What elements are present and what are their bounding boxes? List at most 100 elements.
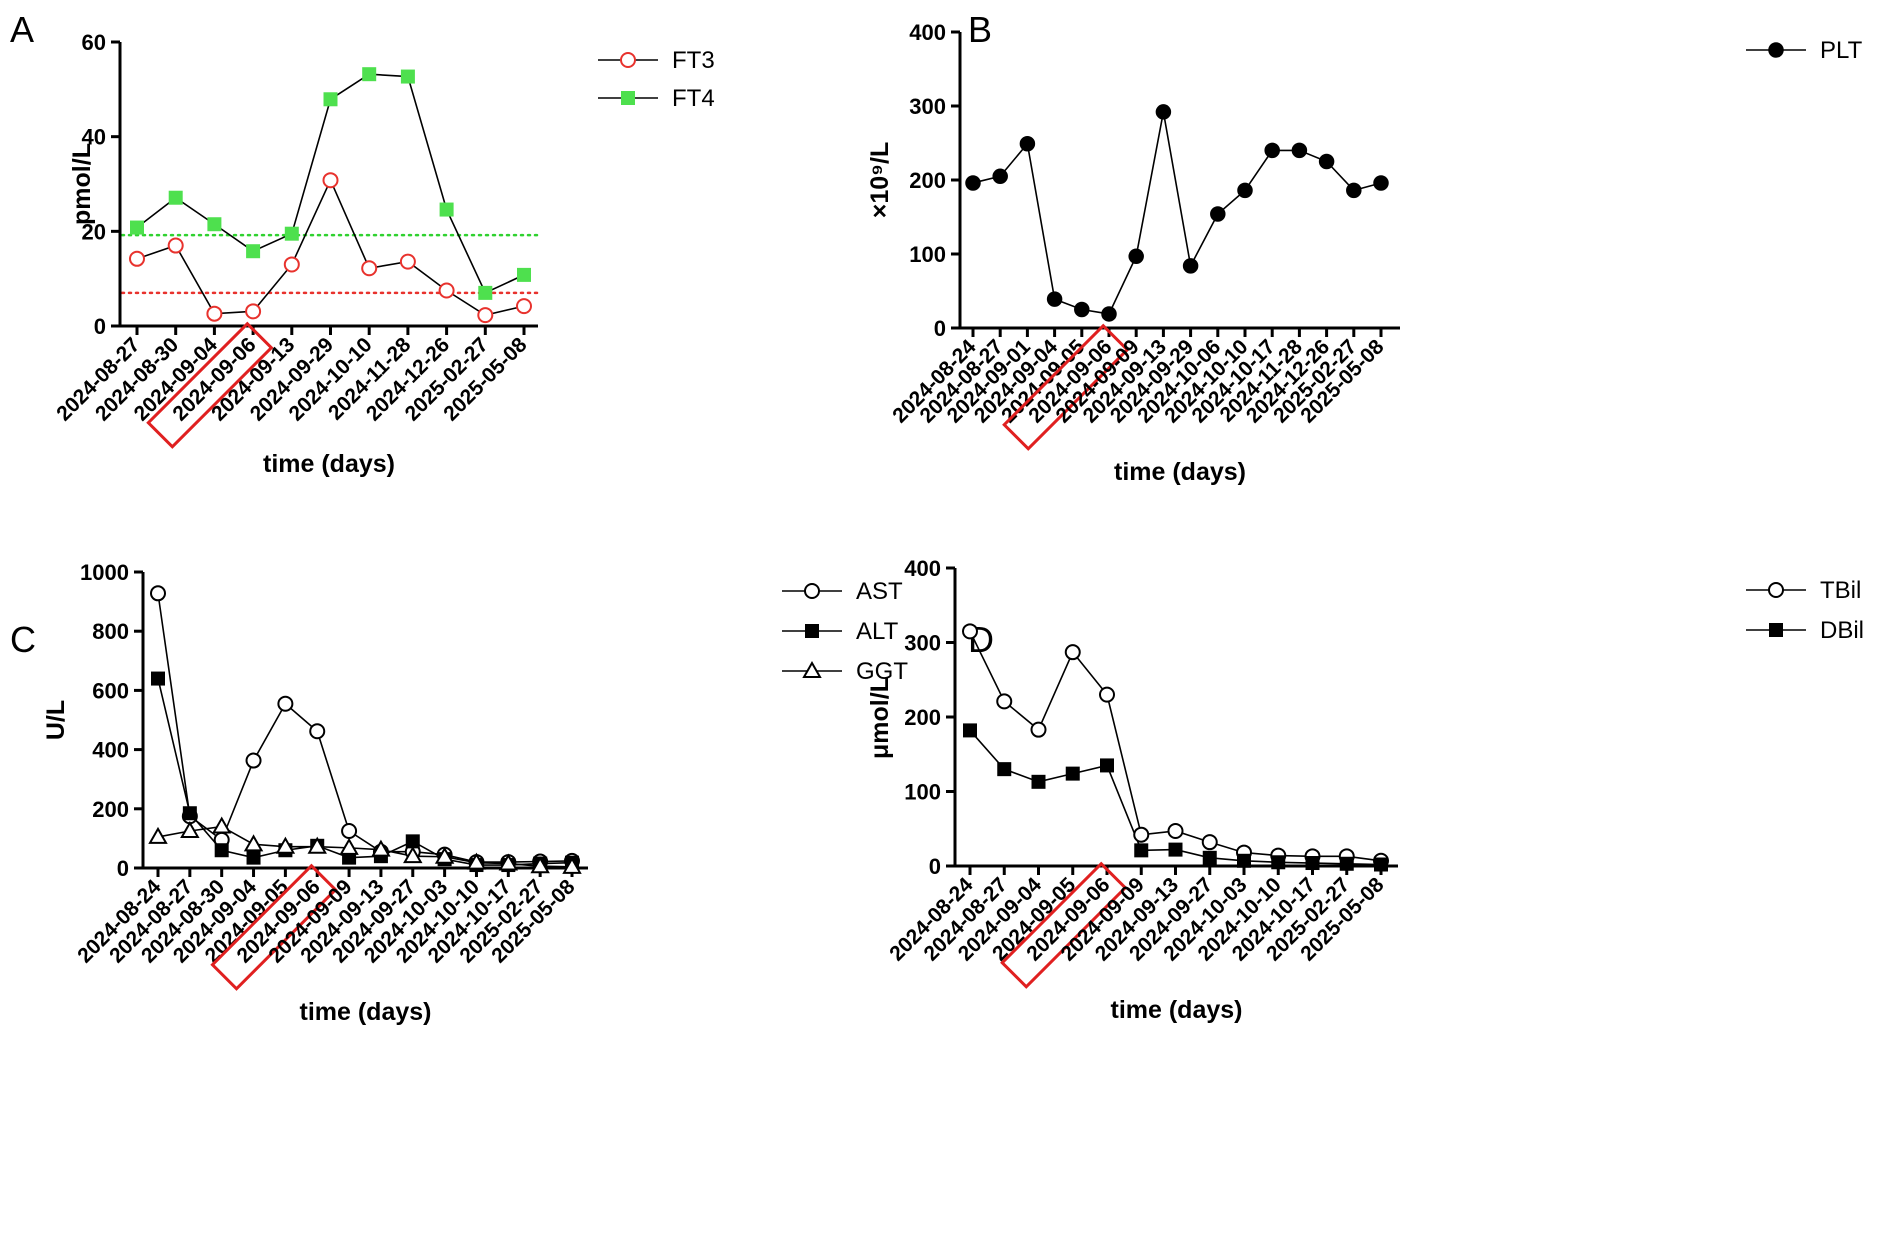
data-point-ast <box>309 723 326 740</box>
legend-label-ft4: FT4 <box>672 85 715 112</box>
data-point-plt <box>965 175 981 191</box>
panel-d-chart: 01002003004002024-08-242024-08-272024-09… <box>866 556 1864 1024</box>
data-point-ggt <box>307 836 327 854</box>
legend-marker <box>1769 623 1783 637</box>
data-point-plt <box>1346 182 1362 199</box>
data-point-ft4 <box>517 267 531 282</box>
data-point-plt <box>1237 182 1253 199</box>
x-axis-label: time (days) <box>1111 996 1243 1024</box>
data-point-dbil <box>1031 774 1046 789</box>
highlight-box <box>1000 861 1128 989</box>
data-point-ft3 <box>129 250 145 267</box>
y-tick-label: 200 <box>92 797 129 822</box>
data-point-ft3 <box>283 256 300 273</box>
data-point-ft3 <box>245 303 262 320</box>
data-point-ast <box>245 752 262 769</box>
data-point-ft3 <box>516 298 532 315</box>
y-tick-label: 800 <box>92 619 129 644</box>
data-point-plt <box>1291 142 1308 159</box>
legend-marker <box>802 660 822 678</box>
data-point-ggt <box>403 846 423 864</box>
data-point-ft4 <box>362 67 377 82</box>
data-point-ast <box>341 823 358 839</box>
highlight-box <box>146 321 274 449</box>
data-point-dbil <box>1065 766 1080 781</box>
data-point-ft4 <box>323 92 338 107</box>
data-point-ggt <box>371 839 391 857</box>
y-tick-label: 0 <box>934 316 946 341</box>
y-axis-label: ×10⁹/L <box>866 142 894 219</box>
y-tick-label: 200 <box>904 705 941 730</box>
data-point-ggt <box>498 853 519 871</box>
y-tick-label: 60 <box>82 30 106 55</box>
data-point-ggt <box>275 836 296 854</box>
legend-marker <box>620 52 636 68</box>
data-point-ggt <box>434 846 455 864</box>
data-point-tbil <box>1064 644 1081 661</box>
data-point-tbil <box>996 693 1013 710</box>
data-point-dbil <box>997 762 1012 777</box>
y-tick-label: 300 <box>909 94 946 119</box>
legend-label-ast: AST <box>856 578 903 605</box>
y-tick-label: 0 <box>929 854 941 879</box>
data-point-ft4 <box>478 285 493 300</box>
data-point-ggt <box>211 816 232 834</box>
data-point-plt <box>1210 206 1226 222</box>
data-point-ft4 <box>284 226 299 241</box>
data-point-tbil <box>1167 822 1184 839</box>
data-point-tbil <box>962 623 978 640</box>
data-point-dbil <box>1202 850 1217 865</box>
legend-marker <box>804 583 820 599</box>
data-point-dbil <box>1339 856 1354 871</box>
y-tick-label: 200 <box>909 168 946 193</box>
data-point-dbil <box>1305 856 1320 871</box>
data-point-dbil <box>1237 853 1251 868</box>
data-point-plt <box>1101 306 1117 322</box>
legend-marker <box>621 91 635 105</box>
y-tick-label: 400 <box>904 556 941 581</box>
legend-label-alt: ALT <box>856 618 899 645</box>
highlight-box <box>210 863 338 991</box>
data-point-ft4 <box>439 202 454 217</box>
y-tick-label: 400 <box>92 738 129 763</box>
y-tick-label: 0 <box>117 856 129 881</box>
legend-label-ft3: FT3 <box>672 47 715 74</box>
data-point-plt <box>1019 135 1036 152</box>
data-point-ft4 <box>207 217 222 232</box>
y-axis-label: pmol/L <box>68 143 96 225</box>
data-point-ft4 <box>168 190 183 205</box>
data-point-ft4 <box>246 244 261 259</box>
y-tick-label: 300 <box>904 631 941 656</box>
data-point-plt <box>1318 153 1335 170</box>
data-point-ggt <box>562 856 582 874</box>
data-point-tbil <box>1030 721 1047 738</box>
data-point-ft3 <box>322 172 339 189</box>
x-axis-label: time (days) <box>300 998 432 1026</box>
data-point-dbil <box>1168 842 1183 857</box>
data-point-ft3 <box>438 282 455 299</box>
data-point-plt <box>1074 301 1090 318</box>
y-tick-label: 20 <box>82 219 106 244</box>
data-point-alt <box>182 806 197 821</box>
data-point-ggt <box>530 856 550 874</box>
data-point-tbil <box>1201 834 1218 851</box>
data-point-ft4 <box>400 69 415 84</box>
data-point-ggt <box>339 837 359 855</box>
data-point-dbil <box>1271 855 1286 870</box>
data-point-plt <box>1373 175 1389 191</box>
legend-marker <box>805 624 819 638</box>
series-line-plt <box>972 111 1382 315</box>
data-point-ft3 <box>399 253 416 270</box>
data-point-alt <box>151 671 165 686</box>
legend-label-plt: PLT <box>1820 37 1863 64</box>
data-point-alt <box>246 850 261 865</box>
data-point-alt <box>405 834 420 849</box>
y-tick-label: 0 <box>94 314 106 339</box>
data-point-ggt <box>466 852 487 870</box>
panel-c-chart: 020040060080010002024-08-242024-08-27202… <box>42 560 908 1026</box>
data-point-dbil <box>1100 758 1114 773</box>
data-point-ggt <box>148 826 168 844</box>
data-point-ggt <box>180 820 200 838</box>
legend-marker <box>1768 582 1784 598</box>
